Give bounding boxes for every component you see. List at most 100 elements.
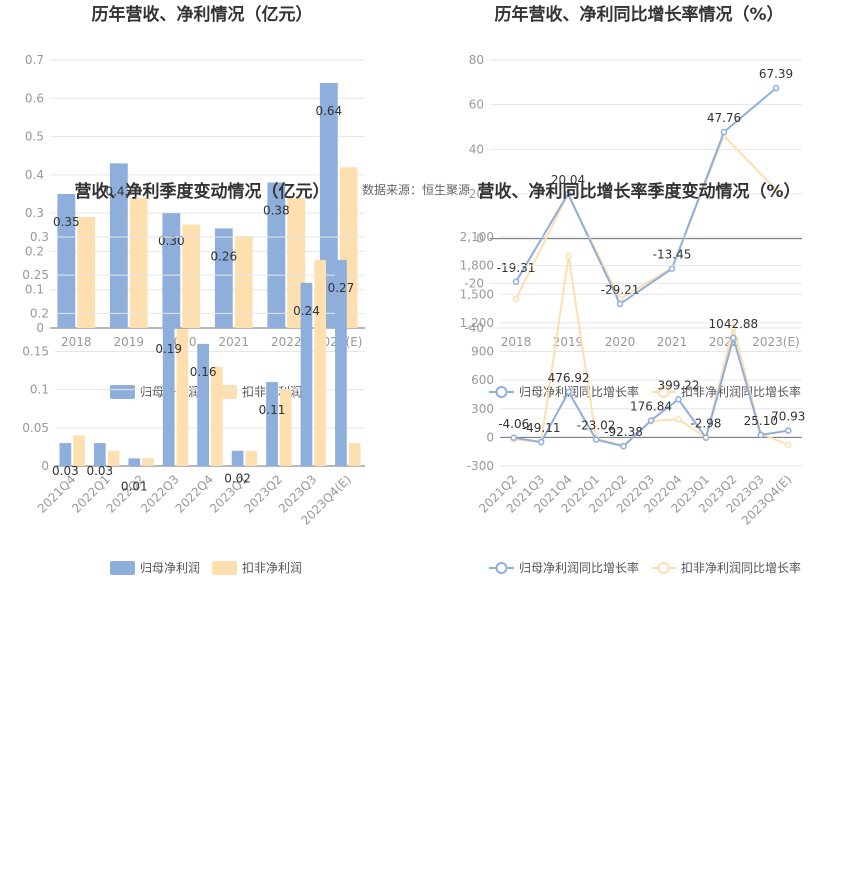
bar-deducted-net-profit [129, 197, 148, 328]
bar-deducted-net-profit [176, 328, 189, 466]
x-tick-label: 2020 [605, 335, 636, 349]
series-point [537, 438, 545, 446]
bar-data-label: 0.27 [328, 281, 355, 295]
bar-data-label: 0.03 [52, 464, 79, 478]
y-tick-label: 1,800 [460, 259, 494, 273]
y-tick-label: -40 [464, 321, 484, 335]
x-tick-label: 2019 [113, 335, 144, 349]
y-tick-label: 0.4 [25, 168, 44, 182]
bar-parent-net-profit [266, 382, 278, 466]
y-tick-label: 40 [469, 142, 484, 156]
y-tick-label: 2,100 [460, 230, 494, 244]
bar-parent-net-profit [59, 443, 72, 466]
bar-parent-net-profit [57, 194, 76, 328]
bar-parent-net-profit [109, 163, 128, 328]
chart-title: 历年营收、净利情况（亿元） [92, 4, 313, 25]
series-point [675, 415, 682, 423]
series-point [616, 300, 624, 308]
x-tick-label: 2019 [553, 335, 584, 349]
legend-marker [657, 386, 670, 398]
legend-label: 扣非净利润同比增长率 [681, 384, 801, 399]
y-tick-label: 900 [471, 345, 494, 359]
y-tick-label: -20 [464, 276, 484, 290]
bar-deducted-net-profit [314, 259, 327, 466]
y-tick-label: 0.2 [30, 306, 49, 320]
series-point [720, 128, 728, 136]
bar-data-label: 0.64 [315, 104, 342, 118]
series-point [668, 265, 676, 272]
series-point [510, 434, 517, 442]
bar-data-label: 0.26 [210, 249, 237, 263]
bar-deducted-net-profit [73, 435, 85, 466]
bar-data-label: 0.02 [224, 472, 251, 486]
bar-deducted-net-profit [234, 236, 253, 328]
series-point [730, 334, 737, 342]
bar-parent-net-profit [214, 228, 233, 328]
y-tick-label: 1,500 [460, 287, 494, 301]
y-tick-label: 60 [469, 98, 484, 112]
y-tick-label: 0.05 [22, 421, 49, 435]
bar-parent-net-profit [300, 282, 313, 466]
y-tick-label: 600 [471, 373, 494, 387]
y-tick-label: 1,200 [460, 316, 494, 330]
series-point [512, 295, 520, 303]
line-data-label: -2.98 [690, 417, 721, 431]
series-point [565, 388, 572, 396]
y-tick-label: 0.25 [22, 268, 49, 282]
bar-data-label: 0.03 [86, 464, 113, 478]
x-tick-label: 2018 [61, 335, 92, 349]
y-tick-label: 0.2 [25, 244, 44, 258]
x-tick-label: 2022 [271, 335, 302, 349]
line-data-label: -29.21 [601, 283, 640, 297]
y-tick-label: 300 [471, 402, 494, 416]
bar-data-label: 0.19 [155, 342, 182, 356]
series-line [515, 87, 777, 306]
bar-deducted-net-profit [211, 366, 223, 466]
series-point [785, 427, 792, 434]
line-data-label: 25.10 [744, 414, 778, 428]
series-point [512, 278, 520, 286]
legend-marker [495, 386, 508, 398]
legend-label: 归母净利润同比增长率 [519, 384, 639, 399]
y-tick-label: 0.1 [25, 283, 44, 297]
legend-marker [495, 562, 508, 574]
line-data-label: 399.22 [657, 378, 699, 392]
x-tick-label: 2018 [501, 335, 532, 349]
y-tick-label: 80 [469, 53, 484, 67]
y-tick-label: 0.5 [25, 130, 44, 144]
legend-label: 扣非净利润 [242, 561, 302, 575]
line-data-label: 70.93 [771, 410, 805, 424]
series-point [702, 434, 710, 441]
y-tick-label: 0 [41, 459, 49, 473]
bar-parent-net-profit [93, 443, 106, 466]
series-point [565, 252, 572, 260]
bar-data-label: 0.11 [259, 403, 286, 417]
series-point [772, 84, 780, 92]
x-tick-label: 2021 [657, 335, 688, 349]
quarterly-growth-line-chart: 营收、净利同比增长率季度变动情况（%） -300 0 300 600 900 1,200 1,… [460, 181, 806, 575]
legend-label: 扣非净利润同比增长率 [681, 560, 801, 575]
bar-parent-net-profit [162, 213, 181, 328]
bar-data-label: 0.35 [53, 215, 80, 229]
y-tick-label: 0.6 [25, 91, 44, 105]
line-data-label: -49.11 [522, 421, 561, 435]
series-point [620, 442, 627, 450]
bar-parent-net-profit [267, 182, 286, 328]
bar-deducted-net-profit [77, 216, 96, 328]
chart-title: 营收、净利同比增长率季度变动情况（%） [477, 181, 800, 202]
series-line [515, 134, 777, 301]
legend-swatch [110, 385, 135, 399]
bar-parent-net-profit [335, 259, 347, 466]
series-point [757, 431, 765, 439]
line-data-label: -4.06 [498, 417, 529, 431]
y-tick-label: 20 [469, 187, 484, 201]
legend-label: 归母净利润 [140, 561, 200, 575]
series-point [675, 396, 682, 403]
line-data-label: 20.04 [551, 173, 585, 187]
legend-swatch [110, 561, 135, 575]
data-source-note: 数据来源：恒生聚源 [362, 182, 470, 197]
bar-data-label: 0.43 [105, 184, 132, 198]
series-point [592, 436, 600, 443]
y-tick-label: 0.3 [25, 206, 44, 220]
